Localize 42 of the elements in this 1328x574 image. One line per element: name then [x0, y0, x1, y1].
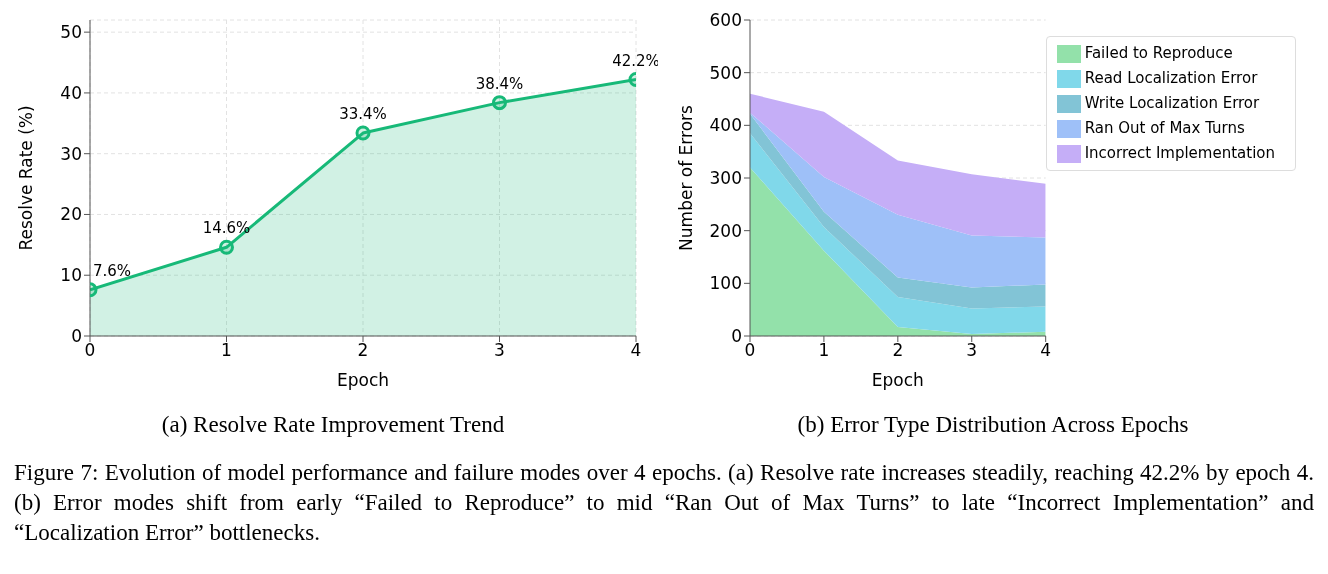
data-label: 38.4% — [475, 74, 524, 93]
y-tick-label: 10 — [60, 265, 82, 286]
text: (a) Resolve Rate Improvement Trend — [160, 412, 506, 438]
y-tick-label: 300 — [709, 168, 742, 189]
legend-label: Ran Out of Max Turns — [1084, 119, 1245, 137]
text: (b) Error Type Distribution Across Epochs — [796, 412, 1190, 438]
y-tick-label: 30 — [60, 143, 82, 164]
x-tick-label: 4 — [630, 340, 642, 361]
x-tick-label: 4 — [1040, 340, 1052, 361]
y-tick-label: 40 — [60, 82, 82, 103]
legend-label: Incorrect Implementation — [1084, 144, 1275, 162]
x-tick-label: 3 — [494, 340, 505, 361]
x-tick-label: 2 — [357, 340, 369, 361]
y-axis-title: Number of Errors — [676, 104, 697, 251]
data-label: 14.6% — [202, 219, 251, 238]
x-tick-label: 0 — [744, 340, 756, 361]
caption: Figure 7: Evolution of model performance and failure modes over 4 epochs. (a) Resolve rate increases steadily, reaching 42.2% by epoch 4. (b) Error modes shift from early “Failed to Reproduce” to mid “Ran Out of Max Turns” to late “Incorrect Implementation” and “Localization Error” bottlenecks. — [13, 459, 1315, 547]
y-tick-label: 0 — [71, 326, 82, 347]
x-tick-label: 3 — [966, 340, 978, 361]
y-tick-label: 50 — [60, 22, 82, 43]
data-label: 7.6% — [92, 261, 132, 280]
y-tick-label: 400 — [709, 115, 742, 136]
x-tick-label: 1 — [221, 340, 232, 361]
data-label: 33.4% — [339, 105, 387, 124]
y-tick-label: 200 — [709, 220, 742, 241]
y-tick-label: 600 — [709, 10, 742, 31]
y-tick-label: 20 — [60, 204, 82, 225]
point — [355, 125, 371, 141]
x-axis-title: Epoch — [871, 370, 924, 390]
legend-label: Read Localization Error — [1084, 69, 1258, 87]
legend-label: Failed to Reproduce — [1084, 44, 1233, 62]
y-tick-label: 0 — [731, 326, 742, 347]
y-tick-label: 500 — [709, 62, 742, 83]
x-axis-title: Epoch — [336, 370, 390, 390]
x-tick-label: 0 — [84, 340, 96, 361]
legend-label: Write Localization Error — [1084, 94, 1260, 112]
point — [219, 239, 234, 255]
y-tick-label: 100 — [709, 273, 742, 294]
x-tick-label: 2 — [892, 340, 904, 361]
x-tick-label: 1 — [818, 340, 830, 361]
point — [492, 95, 507, 111]
y-axis-title: Resolve Rate (%) — [16, 105, 37, 251]
